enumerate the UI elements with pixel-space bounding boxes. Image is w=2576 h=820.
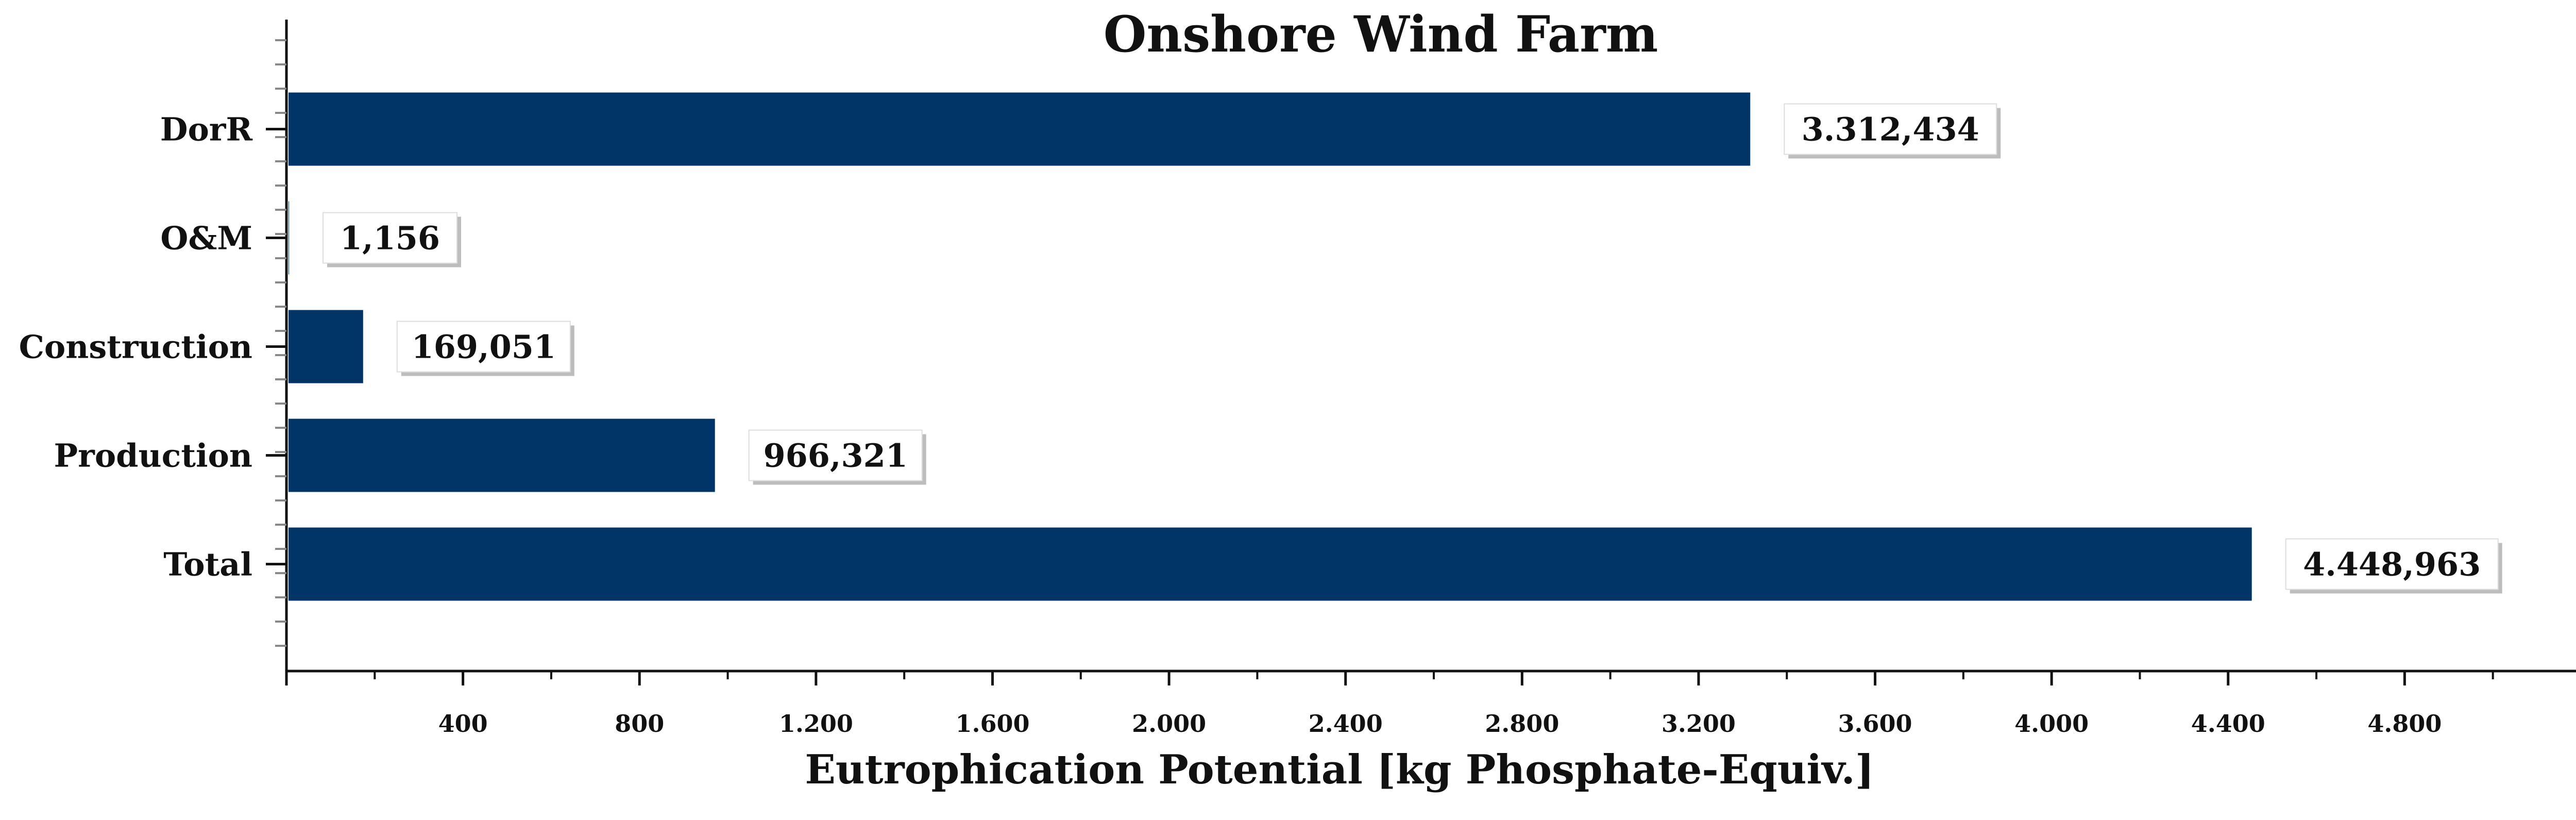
data-label: 1,156	[322, 212, 461, 267]
chart-title: Onshore Wind Farm	[1104, 5, 1658, 63]
bar	[289, 527, 2252, 601]
data-label-box	[1784, 103, 1997, 155]
data-label: 4.448,963	[2285, 538, 2502, 594]
category-label: Total	[163, 546, 252, 583]
x-tick-label: 400	[438, 710, 488, 738]
data-label-text: 966,321	[763, 437, 907, 475]
x-tick-label: 4.400	[2191, 710, 2265, 738]
bar	[289, 92, 1751, 166]
category-label: Construction	[19, 328, 252, 366]
bar	[289, 419, 715, 492]
data-label-box	[322, 212, 457, 264]
data-label-text: 3.312,434	[1802, 111, 1979, 148]
x-tick-label: 4.000	[2014, 710, 2089, 738]
x-tick-label: 2.800	[1485, 710, 1559, 738]
data-label-text: 4.448,963	[2303, 546, 2481, 583]
x-ticks: 400 800 1.200 1.600 2.000 2.400 2.800 3.200 3.60…	[285, 671, 2494, 738]
x-tick-label: 3.600	[1838, 710, 1912, 738]
category-label: O&M	[160, 220, 252, 257]
x-tick-label: 2.000	[1132, 710, 1206, 738]
data-label: 169,051	[396, 321, 574, 376]
data-labels: 3.312,434 1,156 169,051 966,321 4.448,963	[322, 103, 2502, 594]
data-label-text: 169,051	[412, 328, 556, 366]
data-label: 966,321	[748, 429, 926, 485]
x-axis-label: Eutrophication Potential [kg Phosphate-E…	[805, 746, 1874, 793]
data-label: 3.312,434	[1784, 103, 2001, 159]
category-labels: DorR O&M Construction Production Total	[19, 111, 253, 583]
x-tick-label: 800	[615, 710, 664, 738]
x-tick-label: 2.400	[1309, 710, 1383, 738]
category-label: Production	[54, 437, 252, 475]
x-tick-label: 1.200	[779, 710, 853, 738]
data-label-box	[396, 321, 571, 373]
x-tick-label: 3.200	[1662, 710, 1736, 738]
bars	[289, 92, 2252, 601]
category-label: DorR	[160, 111, 253, 148]
x-tick-label: 4.800	[2367, 710, 2442, 738]
bar	[289, 310, 363, 383]
data-label-box	[748, 429, 923, 481]
x-tick-label: 1.600	[955, 710, 1029, 738]
data-label-text: 1,156	[340, 220, 440, 257]
data-label-box	[2285, 538, 2499, 590]
